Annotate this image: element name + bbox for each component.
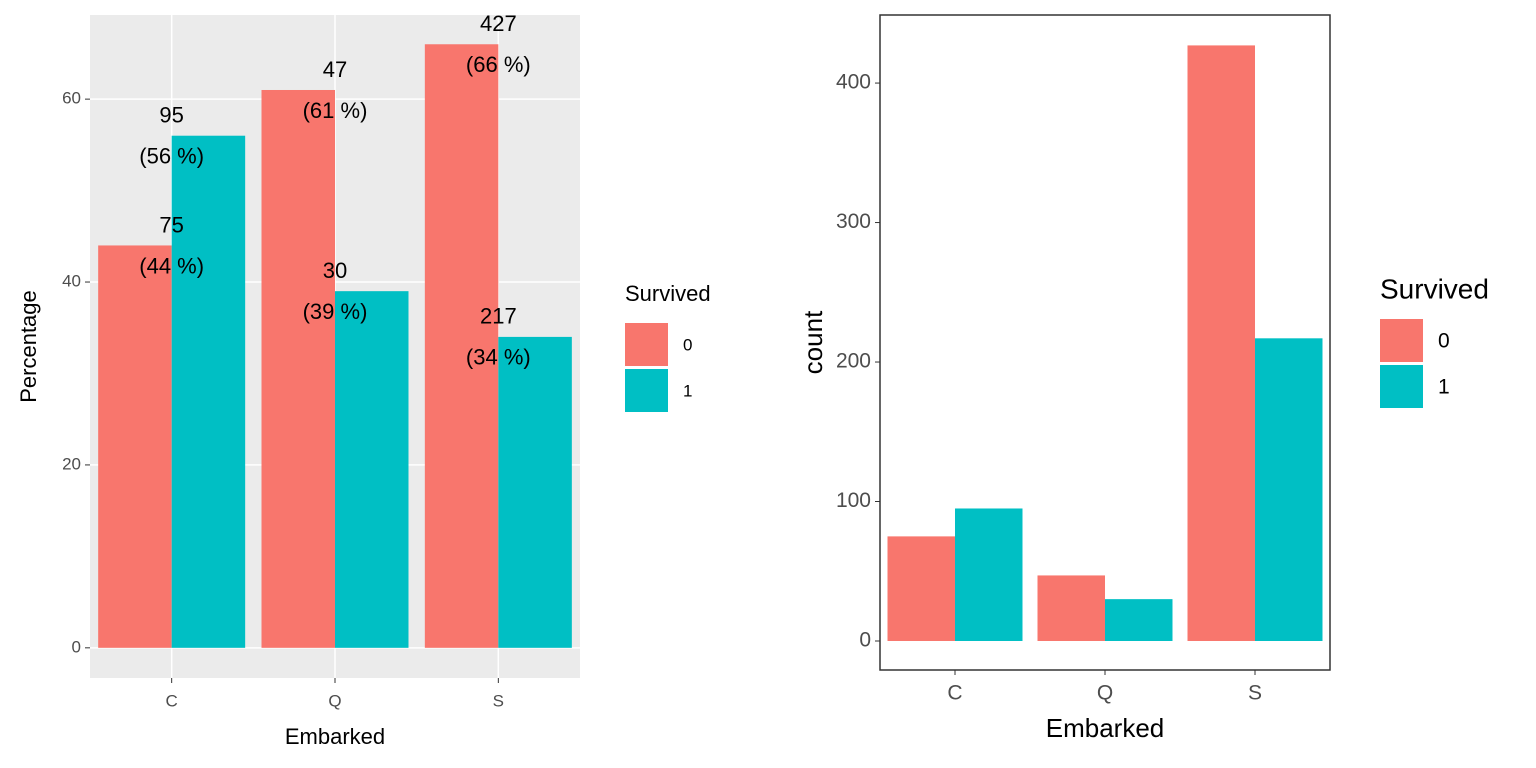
value-label: (66 %) (466, 52, 531, 77)
legend-label: 1 (683, 381, 692, 400)
y-tick-label: 20 (62, 454, 81, 473)
x-axis-title: Embarked (1046, 713, 1165, 743)
legend-key (1380, 319, 1423, 362)
bar (1037, 575, 1105, 641)
y-tick-label: 60 (62, 89, 81, 108)
legend-key (625, 369, 668, 412)
bar (955, 508, 1023, 641)
legend-title: Survived (1380, 273, 1489, 304)
bar (335, 291, 409, 648)
panel-border (879, 14, 1331, 671)
y-tick-label: 100 (836, 489, 871, 512)
legend-label: 0 (683, 335, 692, 354)
legend-title: Survived (625, 281, 711, 306)
x-tick-label: C (947, 682, 962, 705)
bar (98, 245, 172, 648)
bar (1105, 599, 1173, 641)
y-tick-label: 400 (836, 71, 871, 94)
y-tick-label: 40 (62, 272, 81, 291)
y-tick-label: 0 (72, 637, 81, 656)
y-tick-label: 0 (859, 629, 871, 652)
value-label: (56 %) (139, 144, 204, 169)
bar (498, 336, 572, 648)
legend-key (625, 323, 668, 366)
bar (887, 536, 955, 641)
value-label: (61 %) (303, 98, 368, 123)
bar (1255, 338, 1323, 641)
value-label: (39 %) (303, 299, 368, 324)
y-axis-title: Percentage (16, 290, 41, 403)
y-axis-title: count (798, 310, 828, 374)
x-axis-title: Embarked (285, 724, 385, 749)
count-label: 427 (480, 11, 517, 36)
count-label: 75 (159, 212, 183, 237)
x-tick-label: S (1248, 682, 1262, 705)
y-tick-label: 200 (836, 350, 871, 373)
x-tick-label: C (166, 691, 178, 710)
legend-key (1380, 365, 1423, 408)
bar (261, 89, 335, 648)
count-label: 95 (159, 103, 183, 128)
x-tick-label: S (493, 691, 504, 710)
bar (171, 135, 246, 648)
count-label: 30 (323, 258, 347, 283)
value-label: (44 %) (139, 253, 204, 278)
legend-label: 0 (1438, 330, 1450, 353)
bar (1187, 45, 1255, 641)
x-tick-label: Q (1097, 682, 1113, 705)
y-tick-label: 300 (836, 210, 871, 233)
x-tick-label: Q (328, 691, 341, 710)
count-label: 47 (323, 57, 347, 82)
value-label: (34 %) (466, 345, 531, 370)
bar (424, 44, 499, 648)
count-label: 217 (480, 304, 517, 329)
legend-label: 1 (1438, 376, 1450, 399)
